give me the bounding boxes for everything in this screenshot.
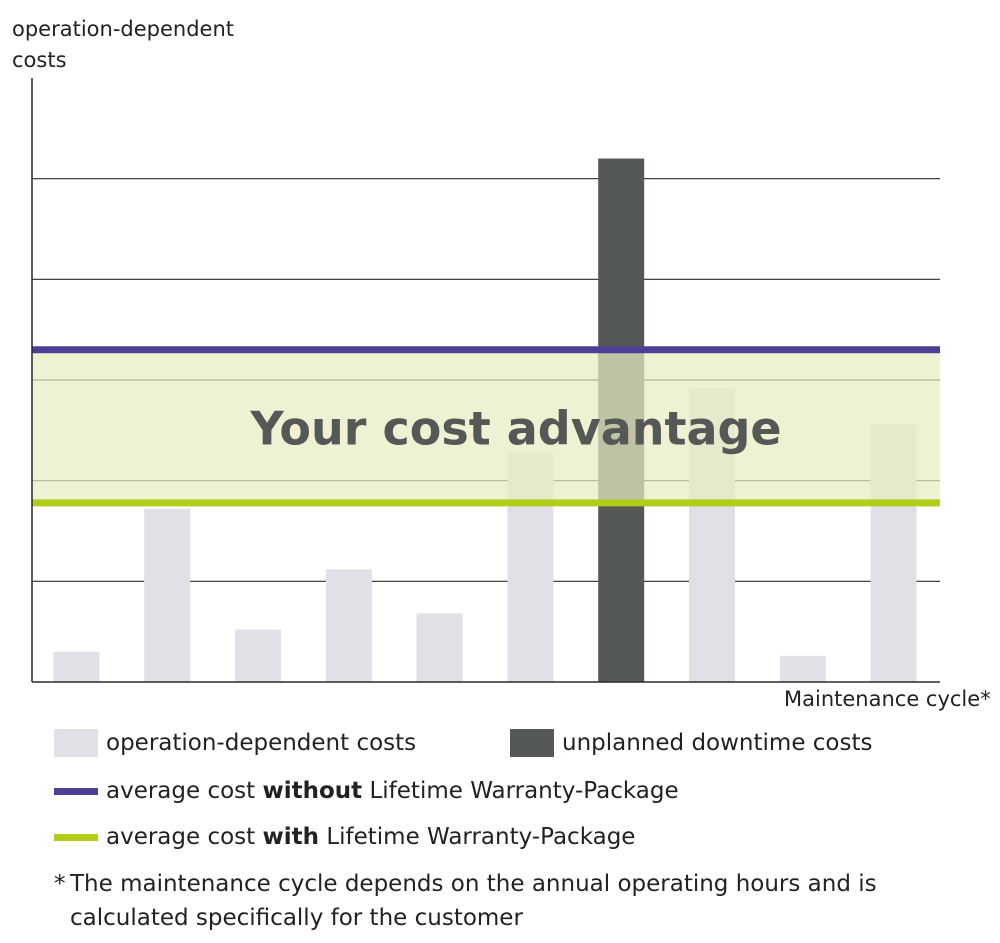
legend-label-without-package: average cost without Lifetime Warranty-P… [106, 778, 679, 804]
legend-item-downtime-costs: unplanned downtime costs [510, 729, 873, 757]
bar-operation-costs [325, 569, 372, 682]
cost-advantage-label: Your cost advantage [249, 401, 781, 455]
legend-item-operation-costs: operation-dependent costs [54, 729, 416, 757]
legend-item-without-package: average cost without Lifetime Warranty-P… [54, 775, 679, 807]
footnote: * The maintenance cycle depends on the an… [54, 867, 954, 935]
bar-operation-costs [53, 651, 100, 682]
footnote-asterisk: * [54, 871, 66, 897]
legend-swatch-downtime-costs [510, 729, 554, 757]
legend-swatch-operation-costs [54, 729, 98, 757]
legend-swatch-with-package [54, 833, 98, 841]
bar-operation-costs [235, 629, 281, 682]
footnote-line-2: calculated specifically for the customer [70, 905, 523, 931]
legend-item-with-package: average cost with Lifetime Warranty-Pack… [54, 821, 635, 853]
legend-row-bars: operation-dependent costs unplanned down… [54, 729, 954, 761]
legend-label-with-package: average cost with Lifetime Warranty-Pack… [106, 824, 636, 850]
legend-swatch-without-package [54, 787, 98, 795]
footnote-line-1: The maintenance cycle depends on the ann… [70, 871, 877, 897]
bar-chart: Your cost advantage [31, 78, 940, 683]
bar-operation-costs [416, 613, 463, 682]
cost-advantage-band [32, 349, 940, 503]
y-axis-label: operation-dependent costs [12, 17, 235, 72]
bar-operation-costs [144, 508, 191, 682]
legend-label-downtime-costs: unplanned downtime costs [562, 730, 873, 756]
legend-label-operation-costs: operation-dependent costs [106, 730, 417, 756]
bar-operation-costs [779, 655, 826, 682]
x-axis-label: Maintenance cycle* [784, 687, 991, 711]
